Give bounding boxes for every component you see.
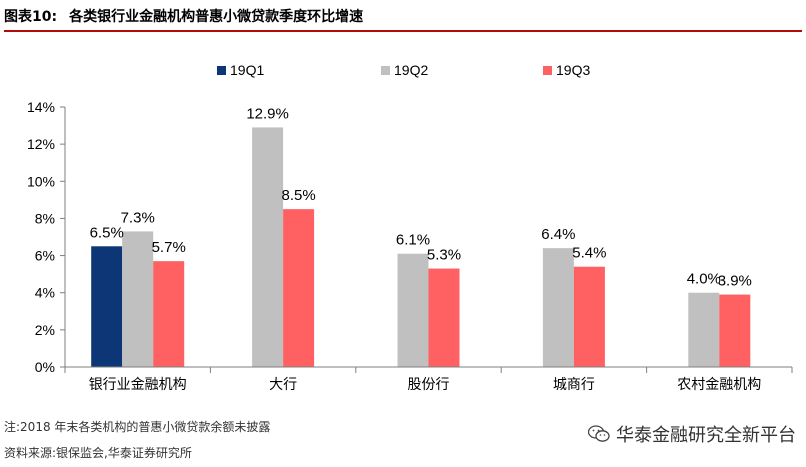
bars	[91, 127, 751, 367]
data-label-19Q2: 7.3%	[121, 209, 155, 226]
x-tick-label: 农村金融机构	[677, 376, 761, 392]
legend-swatch-19Q3	[543, 66, 552, 75]
source-note: 资料来源:银保监会,华泰证券研究所	[4, 446, 192, 460]
data-label-19Q3: 3.9%	[718, 273, 752, 290]
data-label-19Q2: 6.4%	[541, 226, 575, 243]
bar-19Q3	[283, 209, 315, 367]
data-label-19Q3: 5.4%	[572, 245, 606, 262]
watermark: 华泰金融研究全新平台	[588, 421, 796, 447]
y-tick-label: 8%	[35, 210, 55, 226]
bar-19Q2	[397, 253, 429, 367]
data-labels: 6.5%7.3% 5.7% 12.9% 8.5% 6.1%5.3% 6.4% 5.4% 4.0…	[90, 105, 752, 289]
bar-19Q2	[542, 248, 574, 367]
x-tick-label: 银行业金融机构	[89, 376, 187, 392]
bar-19Q1	[91, 246, 123, 367]
chart-title: 各类银行业金融机构普惠小微贷款季度环比增速	[69, 9, 364, 25]
bar-19Q3	[719, 294, 751, 367]
data-label-19Q3: 5.7%	[152, 239, 186, 256]
data-label-19Q2: 12.9%	[246, 105, 289, 122]
data-label-19Q2: 4.0%	[687, 271, 721, 288]
bar-19Q2	[688, 292, 720, 367]
y-tick-label: 12%	[27, 136, 55, 152]
y-axis: 0% 2% 4% 6% 8% 10% 12% 14%	[27, 99, 66, 375]
bar-19Q3	[153, 261, 185, 367]
bar-19Q2	[252, 127, 284, 367]
x-tick-label: 大行	[269, 376, 297, 392]
x-axis: 银行业金融机构 大行 股份行 城商行 农村金融机构	[64, 366, 793, 392]
x-tick-label: 城商行	[553, 376, 595, 392]
y-tick-label: 6%	[35, 248, 55, 264]
legend-swatch-19Q2	[381, 66, 390, 75]
figure-title: 图表10: 各类银行业金融机构普惠小微贷款季度环比增速	[4, 6, 363, 26]
y-tick-label: 10%	[27, 173, 55, 189]
legend-label-19Q3: 19Q3	[556, 62, 590, 78]
legend-swatch-19Q1	[217, 66, 226, 75]
data-label-19Q1: 6.5%	[90, 224, 124, 241]
legend-label-19Q1: 19Q1	[230, 62, 264, 78]
y-tick-label: 2%	[35, 322, 55, 338]
legend: 19Q1 19Q2 19Q3	[217, 62, 590, 78]
bar-19Q3	[428, 268, 460, 367]
y-tick-label: 14%	[27, 99, 55, 115]
legend-label-19Q2: 19Q2	[394, 62, 428, 78]
data-label-19Q3: 8.5%	[281, 187, 315, 204]
y-tick-label: 0%	[35, 359, 55, 375]
y-tick-label: 4%	[35, 285, 55, 301]
bar-19Q2	[122, 231, 154, 367]
bar-19Q3	[573, 266, 605, 367]
figure-label: 图表10:	[4, 9, 58, 25]
wechat-icon	[588, 425, 610, 442]
title-divider	[4, 30, 802, 32]
data-label-19Q3: 5.3%	[427, 247, 461, 264]
watermark-text: 华泰金融研究全新平台	[616, 425, 796, 446]
footnote: 注:2018 年末各类机构的普惠小微贷款余额未披露	[4, 420, 271, 434]
x-tick-label: 股份行	[408, 376, 450, 392]
data-label-19Q2: 6.1%	[396, 232, 430, 249]
